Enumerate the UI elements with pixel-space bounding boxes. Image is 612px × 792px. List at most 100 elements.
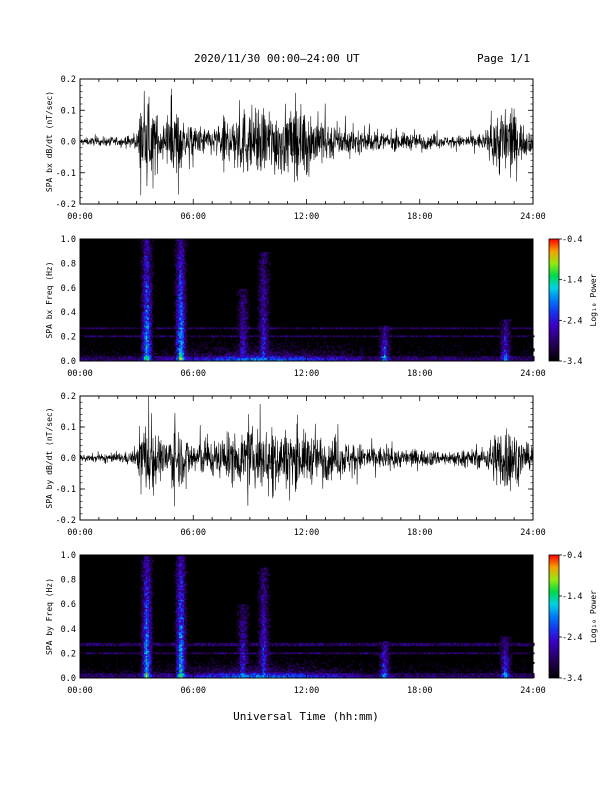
spectrogram-cell [283,356,285,358]
spectrogram-cell [190,346,193,349]
spectrogram-cell [179,247,181,250]
spectrogram-cell [372,356,375,358]
spectrogram-cell [284,351,287,354]
spectrogram-cell [265,340,268,342]
spectrogram-cell [88,668,90,671]
spectrogram-cell [352,357,354,360]
spectrogram-cell [254,346,257,349]
spectrogram-cell [144,295,146,298]
spectrogram-cell [262,300,265,302]
spectrogram-cell [296,356,298,358]
spectrogram-cell [443,327,445,330]
spectrogram-cell [150,324,153,326]
spectrogram-cell [244,309,247,312]
spectrogram-cell [83,673,85,675]
spectrogram-cell [372,357,375,360]
spectrogram-cell [139,359,141,362]
spectrogram-cell [243,349,245,352]
spectrogram-cell [259,357,261,360]
spectrogram-cell [264,261,266,264]
spectrogram-cell [427,359,429,362]
spectrogram-cell [240,359,242,362]
spectrogram-cell [144,341,146,344]
spectrogram-cell [328,349,330,352]
spectrogram-cell [96,354,98,357]
spectrogram-cell [148,319,151,322]
spectrogram-cell [425,357,428,360]
spectrogram-cell [440,359,442,362]
spectrogram-cell [502,354,505,357]
spectrogram-cell [180,258,183,261]
spectrogram-cell [265,274,268,277]
spectrogram-cell [145,311,148,314]
spectrogram-cell [529,327,532,330]
spectrogram-cell [92,673,95,675]
spectrogram-cell [144,327,146,330]
spectrogram-cell [113,351,116,354]
spectrogram-cell [179,244,181,246]
spectrogram-cell [265,258,268,261]
spectrogram-cell [185,321,188,323]
spectrogram-cell [529,354,532,357]
spectrogram-cell [265,282,268,285]
spectrogram-cell [241,359,244,362]
spectrogram-cell [360,353,362,355]
spectrogram-cell [500,330,503,333]
spectrogram-cell [144,249,146,251]
spectrogram-cell [507,330,509,333]
spectrogram-cell [150,332,153,334]
spectrogram-cell [401,348,404,350]
spectrogram-cell [113,356,116,358]
spectrogram-cell [254,354,257,357]
spectrogram-cell [142,353,145,355]
spectrogram-cell [499,357,501,360]
spectrogram-cell [145,260,148,262]
spectrogram-cell [347,343,349,346]
spectrogram-cell [134,335,137,338]
spectrogram-cell [324,345,327,347]
spectrogram-cell [148,329,151,331]
spectrogram-cell [264,341,266,344]
spectrogram-cell [184,298,186,301]
spectrogram-cell [257,346,260,349]
spectrogram-cell [144,324,146,326]
spectrogram-cell [145,305,148,307]
spectrogram-cell [417,357,420,360]
spectrogram-cell [340,349,343,352]
spectrogram-cell [140,636,143,639]
spectrogram-cell [249,333,252,336]
spectrogram-cell [177,247,180,250]
spectrogram-cell [174,327,177,330]
figure-title: 2020/11/30 00:00–24:00 UT [194,52,360,65]
spectrogram-cell [142,585,145,587]
spectrogram-cell [176,329,178,331]
spectrogram-cell [176,317,178,320]
spectrogram-cell [147,324,149,326]
spectrogram-cell [179,317,181,320]
spectrogram-cell [182,317,185,320]
spectrogram-cell [152,321,154,323]
spectrogram-cell [140,612,143,615]
spectrogram-cell [142,346,145,349]
spectrogram-cell [216,327,218,330]
spectrogram-cell [177,300,180,302]
spectrogram-cell [454,345,457,347]
spectrogram-cell [260,255,263,258]
spectrogram-cell [83,348,85,350]
spectrogram-cell [270,359,273,362]
spectrogram-cell [190,348,193,350]
spectrogram-cell [144,266,146,269]
spectrogram-cell [417,359,420,362]
spectrogram-cell [145,285,148,288]
spectrogram-cell [377,325,380,328]
spectrogram-cell [291,357,293,360]
spectrogram-cell [404,327,407,330]
spectrogram-cell [102,335,105,338]
spectrogram-cell [104,353,106,355]
spectrogram-cell [145,252,148,254]
spectrogram-cell [164,357,167,360]
spectrogram-cell [300,359,303,362]
spectrogram-cell [140,631,143,634]
spectrogram-cell [116,335,119,338]
spectrogram-cell [344,356,346,358]
